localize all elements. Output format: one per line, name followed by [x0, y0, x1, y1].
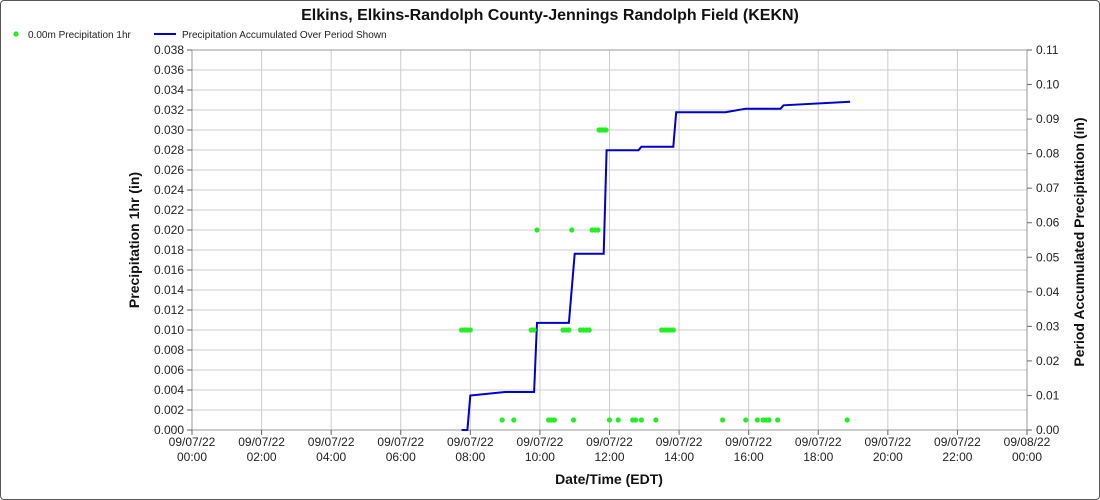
legend-scatter-label: 0.00m Precipitation 1hr — [28, 30, 132, 41]
x-tick-time-label: 02:00 — [247, 450, 277, 464]
precip-1hr-point — [511, 417, 517, 423]
y-left-tick-label: 0.028 — [154, 143, 184, 157]
precip-1hr-point — [595, 227, 601, 233]
x-tick-date-label: 09/07/22 — [725, 435, 772, 449]
x-tick-date-label: 09/07/22 — [308, 435, 355, 449]
precip-1hr-point — [603, 127, 609, 133]
precip-1hr-point — [569, 227, 575, 233]
y-right-tick-label: 0.08 — [1036, 147, 1060, 161]
precip-1hr-point — [570, 417, 577, 423]
precip-1hr-point — [775, 417, 781, 423]
x-tick-time-label: 10:00 — [525, 450, 555, 464]
y-left-axis-title: Precipitation 1hr (in) — [126, 172, 142, 308]
y-left-tick-label: 0.022 — [154, 203, 184, 217]
y-right-tick-label: 0.06 — [1036, 216, 1060, 230]
precip-1hr-point — [638, 417, 645, 423]
y-left-tick-label: 0.014 — [154, 283, 184, 297]
x-tick-date-label: 09/07/22 — [934, 435, 981, 449]
series-layer — [459, 100, 851, 431]
precip-1hr-point — [615, 417, 621, 423]
x-tick-time-label: 00:00 — [177, 450, 207, 464]
x-tick-time-label: 12:00 — [594, 450, 624, 464]
y-right-tick-label: 0.07 — [1036, 181, 1060, 195]
precip-1hr-point — [534, 227, 540, 233]
x-axis: 09/07/2200:0009/07/2202:0009/07/2204:000… — [169, 430, 1051, 464]
x-tick-date-label: 09/07/22 — [238, 435, 285, 449]
x-tick-time-label: 20:00 — [873, 450, 903, 464]
y-left-tick-label: 0.008 — [154, 343, 184, 357]
x-tick-date-label: 09/07/22 — [795, 435, 842, 449]
precip-1hr-point — [551, 417, 558, 423]
legend: 0.00m Precipitation 1hr Precipitation Ac… — [13, 30, 387, 41]
x-tick-time-label: 08:00 — [455, 450, 485, 464]
x-tick-date-label: 09/07/22 — [656, 435, 703, 449]
y-left-tick-label: 0.006 — [154, 363, 184, 377]
precip-1hr-point — [766, 417, 772, 423]
x-tick-date-label: 09/08/22 — [1004, 435, 1051, 449]
x-axis-title: Date/Time (EDT) — [555, 471, 663, 487]
y-left-tick-label: 0.038 — [154, 43, 184, 57]
legend-line-label: Precipitation Accumulated Over Period Sh… — [182, 30, 387, 41]
y-right-tick-label: 0.04 — [1036, 285, 1060, 299]
x-tick-time-label: 16:00 — [734, 450, 764, 464]
x-tick-time-label: 00:00 — [1012, 450, 1042, 464]
precip-1hr-point — [844, 417, 850, 423]
x-tick-time-label: 18:00 — [803, 450, 833, 464]
y-left-tick-label: 0.012 — [154, 303, 184, 317]
y-left-tick-label: 0.020 — [154, 223, 184, 237]
y-left-tick-label: 0.030 — [154, 123, 184, 137]
y-left-axis: 0.000 0.002 0.004 0.006 0.008 0.010 0.012 0.014… — [154, 43, 192, 437]
precip-1hr-point — [720, 417, 726, 423]
precip-1hr-point — [653, 417, 659, 423]
y-left-tick-label: 0.000 — [154, 423, 184, 437]
precip-1hr-point — [670, 327, 676, 333]
y-right-tick-label: 0.09 — [1036, 112, 1060, 126]
x-tick-time-label: 06:00 — [386, 450, 416, 464]
x-tick-date-label: 09/07/22 — [586, 435, 633, 449]
precip-1hr-point — [633, 417, 639, 423]
precip-1hr-point — [566, 327, 572, 333]
precip-1hr-point — [586, 327, 592, 333]
chart-title: Elkins, Elkins-Randolph County-Jennings … — [301, 7, 799, 24]
precip-1hr-point — [499, 417, 505, 423]
x-tick-time-label: 04:00 — [316, 450, 346, 464]
y-left-tick-label: 0.026 — [154, 163, 184, 177]
y-right-tick-label: 0.01 — [1036, 388, 1060, 402]
y-left-tick-label: 0.034 — [154, 83, 184, 97]
precip-1hr-point — [743, 417, 749, 423]
x-tick-date-label: 09/07/22 — [169, 435, 216, 449]
y-right-tick-label: 0.02 — [1036, 354, 1060, 368]
grid — [191, 49, 1028, 431]
y-left-tick-label: 0.016 — [154, 263, 184, 277]
x-tick-time-label: 14:00 — [664, 450, 694, 464]
accumulated-precip-line — [461, 100, 851, 431]
y-left-tick-label: 0.036 — [154, 63, 184, 77]
x-tick-date-label: 09/07/22 — [864, 435, 911, 449]
precip-1hr-point — [531, 327, 537, 333]
precip-1hr-point — [754, 417, 761, 423]
y-right-tick-label: 0.11 — [1036, 43, 1059, 57]
x-tick-time-label: 22:00 — [942, 450, 972, 464]
x-tick-date-label: 09/07/22 — [517, 435, 564, 449]
precip-1hr-point — [467, 327, 473, 333]
y-right-tick-label: 0.10 — [1036, 78, 1060, 92]
y-left-tick-label: 0.002 — [154, 403, 184, 417]
precip-1hr-point — [606, 417, 613, 423]
y-left-tick-label: 0.032 — [154, 103, 184, 117]
y-left-tick-label: 0.004 — [154, 383, 184, 397]
y-right-tick-label: 0.03 — [1036, 319, 1060, 333]
legend-scatter-marker — [13, 31, 19, 37]
x-tick-date-label: 09/07/22 — [377, 435, 424, 449]
y-right-axis-title: Period Accumulated Precipitation (in) — [1071, 117, 1087, 366]
y-left-tick-label: 0.010 — [154, 323, 184, 337]
y-left-tick-label: 0.024 — [154, 183, 184, 197]
y-left-tick-label: 0.018 — [154, 243, 184, 257]
y-right-axis: 0.00 0.01 0.02 0.03 0.04 0.05 0.06 0.07 0.08 0.09… — [1027, 43, 1060, 437]
y-right-tick-label: 0.00 — [1036, 423, 1060, 437]
x-tick-date-label: 09/07/22 — [447, 435, 494, 449]
y-right-tick-label: 0.05 — [1036, 250, 1060, 264]
